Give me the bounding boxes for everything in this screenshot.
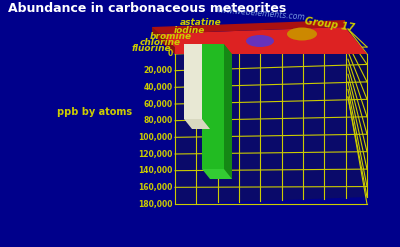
Polygon shape [202, 44, 224, 169]
Polygon shape [210, 54, 232, 179]
Text: astatine: astatine [180, 19, 222, 27]
Text: 140,000: 140,000 [139, 166, 173, 175]
Text: 40,000: 40,000 [144, 83, 173, 92]
Polygon shape [152, 27, 175, 54]
Text: fluorine: fluorine [131, 44, 171, 54]
Polygon shape [192, 54, 210, 129]
Text: Abundance in carbonaceous meteorites: Abundance in carbonaceous meteorites [8, 2, 286, 16]
Ellipse shape [246, 35, 274, 47]
Text: Group 17: Group 17 [304, 17, 356, 33]
Text: 120,000: 120,000 [139, 149, 173, 159]
Polygon shape [152, 20, 345, 34]
Polygon shape [184, 44, 202, 119]
Ellipse shape [287, 27, 317, 41]
Polygon shape [175, 54, 367, 204]
Text: ppb by atoms: ppb by atoms [58, 107, 132, 117]
Text: 0: 0 [168, 49, 173, 59]
Text: 100,000: 100,000 [139, 133, 173, 142]
Polygon shape [152, 27, 367, 54]
Text: 180,000: 180,000 [138, 200, 173, 208]
Text: www.webelements.com: www.webelements.com [214, 4, 306, 21]
Polygon shape [202, 169, 232, 179]
Polygon shape [348, 29, 367, 197]
Text: bromine: bromine [150, 33, 192, 41]
Text: chlorine: chlorine [140, 39, 181, 47]
Text: iodine: iodine [174, 26, 205, 36]
Polygon shape [184, 119, 210, 129]
Text: 80,000: 80,000 [144, 116, 173, 125]
Polygon shape [202, 44, 210, 129]
Text: 20,000: 20,000 [144, 66, 173, 75]
Polygon shape [224, 44, 232, 179]
Text: 160,000: 160,000 [139, 183, 173, 192]
Text: 60,000: 60,000 [144, 100, 173, 108]
